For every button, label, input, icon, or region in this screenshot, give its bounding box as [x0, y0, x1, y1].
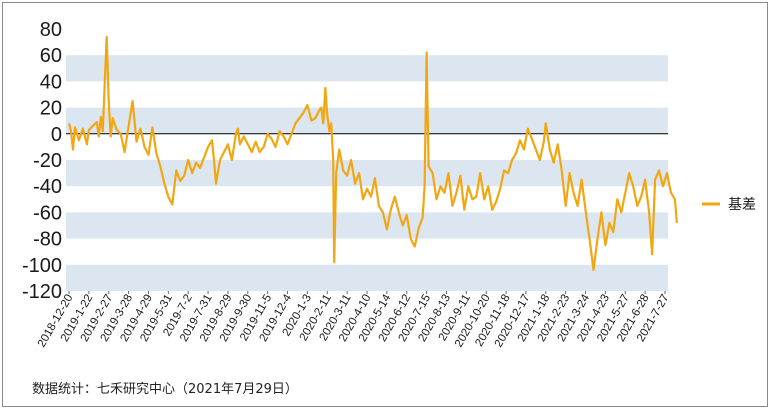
legend: 基差	[702, 196, 756, 212]
y-axis-tick-labels: 80 60 40 20 0 -20 -40 -60 -80 -100 -120	[22, 19, 62, 303]
y-tick-label: 40	[40, 71, 62, 93]
y-tick-label: -60	[33, 202, 62, 224]
y-tick-label: 0	[51, 124, 62, 146]
y-tick-label: -120	[22, 281, 62, 303]
grid-band	[66, 264, 668, 291]
y-tick-label: 20	[40, 98, 62, 120]
legend-label: 基差	[728, 196, 756, 212]
series-line-basis	[67, 35, 678, 272]
y-tick-label: -100	[22, 255, 62, 277]
grid-band	[66, 107, 668, 134]
y-tick-label: -40	[33, 176, 62, 198]
y-tick-label: 80	[40, 19, 62, 41]
grid-band	[66, 55, 668, 82]
grid-bands	[66, 55, 668, 291]
y-tick-label: -20	[33, 150, 62, 172]
grid-band	[66, 160, 668, 187]
y-tick-label: -80	[33, 229, 62, 251]
x-axis-tick-labels: 2018-12-202019-1-222019-2-272019-3-28201…	[36, 291, 672, 349]
grid-band	[66, 212, 668, 239]
source-note: 数据统计：七禾研究中心（2021年7月29日）	[32, 382, 298, 397]
y-tick-label: 60	[40, 45, 62, 67]
